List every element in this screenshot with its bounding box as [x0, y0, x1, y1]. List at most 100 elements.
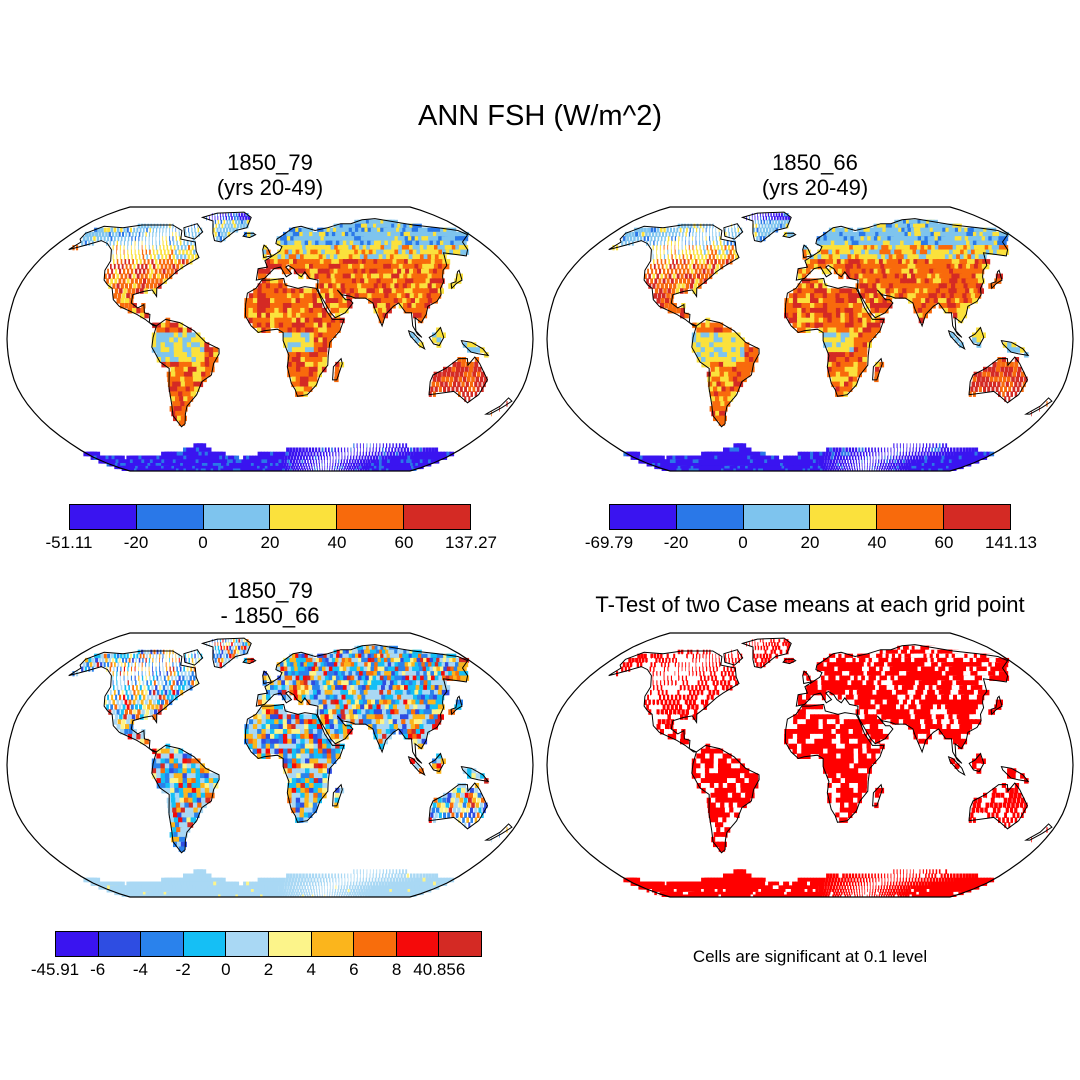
- grid-cell: [781, 213, 783, 217]
- grid-cell: [165, 231, 167, 237]
- grid-cell: [270, 303, 275, 309]
- grid-cell: [917, 283, 924, 289]
- grid-cell: [960, 307, 967, 314]
- grid-cell: [72, 245, 75, 251]
- grid-cell: [723, 361, 729, 368]
- grid-cell: [295, 447, 299, 453]
- grid-cell: [882, 273, 889, 280]
- grid-cell: [801, 459, 806, 464]
- grid-cell: [794, 465, 799, 470]
- grid-cell: [837, 263, 843, 270]
- grid-cell: [804, 459, 808, 464]
- grid-cell: [766, 219, 769, 225]
- grid-cell: [882, 298, 888, 304]
- grid-cell: [650, 227, 654, 233]
- grid-cell: [816, 240, 822, 246]
- grid-cell: [390, 303, 396, 309]
- grid-cell: [894, 273, 901, 280]
- grid-cell: [113, 293, 118, 299]
- grid-cell: [728, 227, 730, 233]
- grid-cell: [397, 278, 404, 284]
- grid-cell: [169, 236, 171, 242]
- grid-cell: [900, 463, 904, 467]
- grid-cell: [926, 451, 929, 457]
- grid-cell: [720, 381, 727, 388]
- grid-cell: [345, 268, 352, 275]
- grid-cell: [699, 240, 701, 246]
- grid-cell: [398, 303, 405, 309]
- grid-cell: [845, 268, 851, 275]
- grid-cell: [709, 391, 716, 397]
- grid-cell: [688, 240, 690, 246]
- grid-cell: [702, 223, 705, 229]
- grid-cell: [225, 213, 227, 217]
- grid-cell: [180, 415, 187, 422]
- grid-cell: [911, 254, 918, 260]
- grid-cell: [312, 381, 317, 388]
- grid-cell: [895, 263, 902, 270]
- grid-cell: [673, 263, 676, 270]
- grid-cell: [736, 443, 743, 449]
- grid-cell: [890, 259, 897, 265]
- grid-cell: [792, 317, 798, 324]
- grid-cell: [692, 273, 696, 280]
- grid-cell: [108, 273, 111, 280]
- grid-cell: [283, 463, 287, 467]
- grid-cell: [957, 317, 964, 324]
- grid-cell: [414, 263, 422, 270]
- grid-cell: [900, 468, 903, 471]
- grid-cell: [145, 249, 147, 255]
- grid-cell: [261, 303, 267, 309]
- grid-cell: [876, 468, 878, 471]
- grid-cell: [248, 298, 254, 304]
- grid-cell: [272, 463, 276, 467]
- grid-cell: [823, 322, 829, 329]
- grid-cell: [171, 410, 178, 417]
- grid-cell: [887, 447, 889, 453]
- grid-cell: [205, 447, 212, 453]
- grid-cell: [772, 219, 775, 225]
- grid-cell: [927, 263, 934, 270]
- grid-cell: [882, 463, 885, 467]
- grid-cell: [640, 227, 644, 233]
- grid-cell: [844, 376, 849, 383]
- grid-cell: [257, 312, 262, 319]
- grid-cell: [278, 298, 284, 304]
- grid-cell: [999, 231, 1010, 237]
- grid-cell: [857, 236, 863, 242]
- grid-cell: [965, 278, 973, 284]
- grid-cell: [270, 322, 275, 329]
- grid-cell: [648, 273, 651, 280]
- grid-cell: [675, 231, 677, 237]
- grid-cell: [331, 332, 337, 338]
- grid-cell: [980, 451, 985, 457]
- grid-cell: [343, 459, 345, 464]
- grid-cell: [913, 268, 920, 275]
- grid-cell: [918, 455, 922, 460]
- grid-cell: [841, 240, 847, 246]
- grid-cell: [419, 451, 423, 457]
- grid-cell: [140, 223, 144, 229]
- grid-cell: [881, 468, 883, 471]
- grid-cell: [361, 455, 364, 460]
- grid-cell: [958, 342, 964, 348]
- grid-cell: [137, 283, 141, 289]
- grid-cell: [706, 240, 708, 246]
- grid-cell: [655, 231, 658, 237]
- grid-cell: [299, 447, 302, 453]
- grid-cell: [944, 288, 951, 294]
- grid-cell: [843, 254, 849, 260]
- grid-cell: [714, 366, 721, 373]
- grid-cell: [923, 263, 930, 270]
- grid-cell: [911, 263, 918, 270]
- grid-cell: [113, 263, 116, 270]
- grid-cell: [890, 451, 892, 457]
- grid-cell: [730, 240, 733, 246]
- grid-cell: [878, 468, 880, 471]
- grid-cell: [801, 273, 807, 280]
- grid-cell: [348, 245, 355, 251]
- grid-cell: [395, 443, 398, 449]
- grid-cell: [941, 455, 946, 460]
- grid-cell: [346, 298, 353, 304]
- grid-cell: [868, 231, 875, 237]
